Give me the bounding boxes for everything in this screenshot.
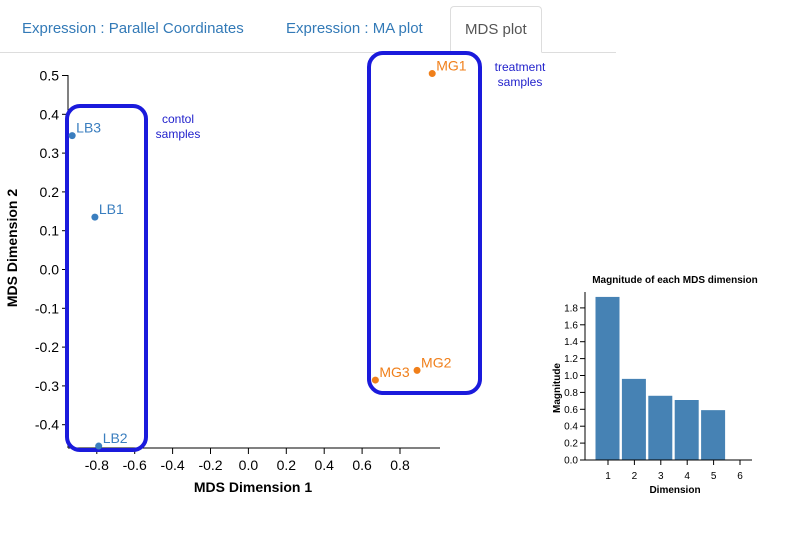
point-label-lb1: LB1 bbox=[99, 201, 124, 217]
bar-y-tick-label: 1.0 bbox=[564, 371, 578, 382]
control-annotation: contol bbox=[162, 112, 194, 126]
y-tick-label: 0.2 bbox=[40, 184, 60, 200]
scatter-point-lb2[interactable] bbox=[95, 442, 103, 450]
bar-y-tick-label: 0.2 bbox=[564, 439, 578, 450]
control-annotation: samples bbox=[156, 127, 201, 141]
y-tick-label: 0.4 bbox=[40, 106, 60, 122]
tab-parallel-coordinates[interactable]: Expression : Parallel Coordinates bbox=[22, 20, 244, 37]
bar-y-tick-label: 1.4 bbox=[564, 337, 578, 348]
treatment-annotation: samples bbox=[498, 75, 543, 89]
scatter-point-mg1[interactable] bbox=[428, 70, 436, 78]
y-tick-label: 0.0 bbox=[40, 262, 60, 278]
scatter-point-lb3[interactable] bbox=[68, 132, 76, 140]
bar-x-axis-title: Dimension bbox=[649, 485, 700, 496]
y-tick-label: 0.5 bbox=[40, 68, 60, 84]
tab-mds-plot[interactable]: MDS plot bbox=[450, 6, 542, 53]
bar-x-tick-label: 1 bbox=[605, 471, 611, 482]
point-label-mg2: MG2 bbox=[421, 354, 452, 370]
x-tick-label: -0.8 bbox=[85, 457, 109, 473]
bar-x-tick-label: 5 bbox=[711, 471, 717, 482]
bar-dimension-2[interactable] bbox=[621, 378, 646, 460]
x-tick-label: 0.4 bbox=[314, 457, 334, 473]
bar-y-tick-label: 0.0 bbox=[564, 456, 578, 467]
x-tick-label: -0.4 bbox=[161, 457, 185, 473]
bar-chart-title: Magnitude of each MDS dimension bbox=[592, 275, 758, 286]
x-tick-label: 0.8 bbox=[390, 457, 410, 473]
y-tick-label: 0.3 bbox=[40, 145, 60, 161]
scatter-point-lb1[interactable] bbox=[91, 213, 99, 221]
control-group-box bbox=[65, 104, 148, 452]
bar-y-tick-label: 1.6 bbox=[564, 320, 578, 331]
x-tick-label: 0.6 bbox=[352, 457, 372, 473]
x-tick-label: 0.2 bbox=[277, 457, 297, 473]
y-tick-label: -0.4 bbox=[35, 417, 59, 433]
bar-dimension-1[interactable] bbox=[595, 296, 620, 460]
y-tick-label: -0.3 bbox=[35, 378, 59, 394]
bar-y-tick-label: 1.2 bbox=[564, 354, 578, 365]
scatter-point-mg3[interactable] bbox=[371, 376, 379, 384]
point-label-mg1: MG1 bbox=[436, 58, 467, 74]
point-label-lb3: LB3 bbox=[76, 120, 101, 136]
x-axis-title: MDS Dimension 1 bbox=[194, 479, 312, 495]
y-tick-label: -0.2 bbox=[35, 339, 59, 355]
point-label-lb2: LB2 bbox=[103, 430, 128, 446]
treatment-group-box bbox=[367, 51, 482, 395]
bar-dimension-3[interactable] bbox=[648, 395, 673, 460]
point-label-mg3: MG3 bbox=[379, 364, 410, 380]
scatter-point-mg2[interactable] bbox=[413, 366, 421, 374]
x-tick-label: 0.0 bbox=[239, 457, 259, 473]
y-tick-label: -0.1 bbox=[35, 300, 59, 316]
bar-y-tick-label: 0.8 bbox=[564, 388, 578, 399]
treatment-annotation: treatment bbox=[495, 60, 546, 74]
bar-y-tick-label: 1.8 bbox=[564, 303, 578, 314]
y-tick-label: 0.1 bbox=[40, 223, 60, 239]
bar-y-tick-label: 0.6 bbox=[564, 405, 578, 416]
bar-x-tick-label: 6 bbox=[737, 471, 743, 482]
bar-y-axis-title: Magnitude bbox=[552, 363, 563, 413]
bar-dimension-5[interactable] bbox=[701, 410, 726, 460]
x-tick-label: -0.6 bbox=[123, 457, 147, 473]
bar-x-tick-label: 2 bbox=[632, 471, 638, 482]
bar-dimension-4[interactable] bbox=[674, 400, 699, 460]
y-axis-title: MDS Dimension 2 bbox=[4, 189, 20, 307]
x-tick-label: -0.2 bbox=[198, 457, 222, 473]
bar-y-tick-label: 0.4 bbox=[564, 422, 578, 433]
bar-x-tick-label: 3 bbox=[658, 471, 664, 482]
bar-x-tick-label: 4 bbox=[684, 471, 690, 482]
tab-bar: Expression : Parallel Coordinates Expres… bbox=[0, 6, 616, 53]
tab-ma-plot[interactable]: Expression : MA plot bbox=[286, 20, 423, 37]
